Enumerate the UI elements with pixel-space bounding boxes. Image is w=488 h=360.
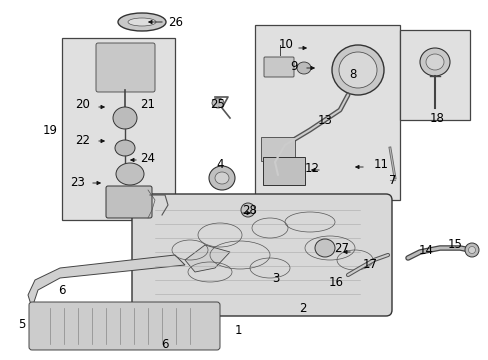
FancyBboxPatch shape bbox=[132, 194, 391, 316]
Text: 28: 28 bbox=[242, 203, 257, 216]
Text: 2: 2 bbox=[299, 302, 306, 315]
Text: 21: 21 bbox=[140, 99, 155, 112]
Text: 17: 17 bbox=[362, 258, 377, 271]
FancyBboxPatch shape bbox=[96, 43, 155, 92]
Text: 6: 6 bbox=[58, 284, 65, 297]
Polygon shape bbox=[184, 245, 229, 272]
Ellipse shape bbox=[208, 166, 235, 190]
Text: 18: 18 bbox=[428, 112, 444, 125]
Ellipse shape bbox=[419, 48, 449, 76]
Ellipse shape bbox=[331, 45, 383, 95]
Text: 11: 11 bbox=[373, 158, 387, 171]
Ellipse shape bbox=[425, 54, 443, 70]
Ellipse shape bbox=[128, 18, 156, 26]
Ellipse shape bbox=[464, 243, 478, 257]
Text: 22: 22 bbox=[75, 134, 90, 147]
Text: 7: 7 bbox=[388, 174, 396, 186]
Ellipse shape bbox=[296, 62, 310, 74]
FancyBboxPatch shape bbox=[264, 57, 293, 77]
Text: 27: 27 bbox=[334, 242, 349, 255]
Bar bbox=[399, 30, 469, 120]
Text: 4: 4 bbox=[216, 158, 224, 171]
Polygon shape bbox=[28, 255, 184, 308]
Ellipse shape bbox=[212, 98, 224, 108]
Text: 1: 1 bbox=[234, 324, 241, 337]
Text: 15: 15 bbox=[447, 238, 462, 252]
Ellipse shape bbox=[215, 172, 228, 184]
Text: 23: 23 bbox=[70, 175, 85, 189]
Bar bbox=[62, 38, 175, 220]
Text: 13: 13 bbox=[317, 113, 332, 126]
Ellipse shape bbox=[338, 52, 376, 88]
Text: 24: 24 bbox=[140, 152, 155, 165]
FancyBboxPatch shape bbox=[263, 157, 305, 185]
FancyBboxPatch shape bbox=[106, 186, 152, 218]
Ellipse shape bbox=[118, 13, 165, 31]
Text: 16: 16 bbox=[328, 276, 343, 289]
Text: 12: 12 bbox=[304, 162, 319, 175]
Text: 20: 20 bbox=[76, 99, 90, 112]
Text: 9: 9 bbox=[290, 59, 297, 72]
Bar bbox=[254, 25, 399, 200]
Text: 6: 6 bbox=[161, 338, 168, 351]
Ellipse shape bbox=[241, 203, 254, 217]
Ellipse shape bbox=[115, 140, 135, 156]
Text: 8: 8 bbox=[348, 68, 356, 81]
Ellipse shape bbox=[113, 107, 137, 129]
Text: 3: 3 bbox=[272, 271, 279, 284]
Text: 25: 25 bbox=[210, 99, 225, 112]
FancyBboxPatch shape bbox=[29, 302, 220, 350]
Ellipse shape bbox=[116, 163, 143, 185]
Text: 26: 26 bbox=[168, 15, 183, 28]
Ellipse shape bbox=[314, 239, 334, 257]
Text: 19: 19 bbox=[42, 123, 58, 136]
Text: 14: 14 bbox=[418, 243, 433, 256]
Text: 5: 5 bbox=[18, 319, 26, 332]
FancyBboxPatch shape bbox=[261, 137, 294, 161]
Text: 10: 10 bbox=[278, 37, 293, 50]
Ellipse shape bbox=[468, 247, 474, 253]
